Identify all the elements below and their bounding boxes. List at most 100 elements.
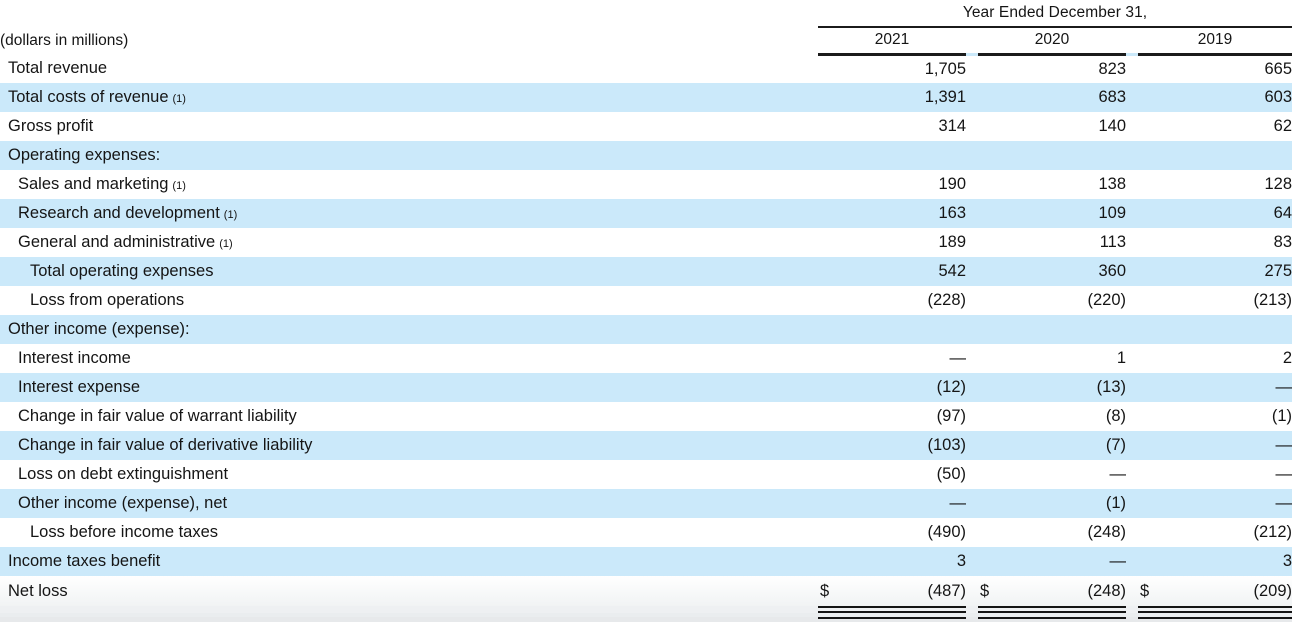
currency-symbol: $ xyxy=(820,581,830,600)
table-row-total-costs-of-revenue: Total costs of revenue (1) 1,391 683 603 xyxy=(0,83,1292,112)
row-label: Sales and marketing (1) xyxy=(18,175,186,193)
value-2019: 603 xyxy=(1264,88,1292,106)
table-row-change-fair-value-warrant-liability: Change in fair value of warrant liabilit… xyxy=(0,402,1292,431)
value-2021: 1,391 xyxy=(924,88,966,106)
column-gap xyxy=(966,27,978,56)
year-header-row: (dollars in millions) 2021 2020 2019 xyxy=(0,27,1292,56)
value-2019: (213) xyxy=(1253,291,1292,309)
value-2020: (7) xyxy=(1105,436,1126,454)
row-label: Income taxes benefit xyxy=(8,552,161,570)
value-2020: 1 xyxy=(1116,349,1126,367)
currency-symbol: $ xyxy=(1140,581,1150,600)
value-2021: (12) xyxy=(936,378,966,396)
table-row-general-and-administrative: General and administrative (1) 189 113 83 xyxy=(0,228,1292,257)
value-2020: (1) xyxy=(1105,494,1126,512)
value-2020: (8) xyxy=(1105,407,1126,425)
double-rule xyxy=(818,606,966,613)
value-2021: 190 xyxy=(938,175,966,193)
value-2020: 113 xyxy=(1099,233,1126,251)
value-2020: 823 xyxy=(1098,59,1126,78)
table-row-total-revenue: Total revenue 1,705 823 665 xyxy=(0,54,1292,83)
value-2021: (490) xyxy=(927,523,966,541)
currency-symbol: $ xyxy=(980,581,990,600)
rule-gap-row xyxy=(0,613,1292,617)
row-label: Change in fair value of warrant liabilit… xyxy=(18,407,297,425)
value-2021: (50) xyxy=(936,465,966,483)
value-2019: (212) xyxy=(1253,523,1292,541)
double-rule xyxy=(818,617,966,622)
row-label: Loss on debt extinguishment xyxy=(18,465,229,483)
row-label: Loss before income taxes xyxy=(30,523,219,541)
value-2021: (103) xyxy=(927,436,966,454)
value-2021: 3 xyxy=(956,552,966,570)
footnote-marker: (1) xyxy=(219,238,233,250)
table-row-research-and-development: Research and development (1) 163 109 64 xyxy=(0,199,1292,228)
value-2019: 2 xyxy=(1282,349,1292,367)
value-2019: $ (209) xyxy=(1138,576,1292,606)
value-2021: (228) xyxy=(927,291,966,309)
value-2021: 314 xyxy=(938,117,966,135)
table-row-loss-from-operations: Loss from operations (228) (220) (213) xyxy=(0,286,1292,315)
row-label: Change in fair value of derivative liabi… xyxy=(18,436,313,454)
value-2021: — xyxy=(949,494,967,512)
year-column-header-2021: 2021 xyxy=(818,27,966,56)
table-row-other-income-expense-heading: Other income (expense): xyxy=(0,315,1292,344)
value-2019: 665 xyxy=(1264,59,1292,78)
table-row-income-taxes-benefit: Income taxes benefit 3 — 3 xyxy=(0,547,1292,576)
value-2019: 62 xyxy=(1273,117,1292,135)
double-rule xyxy=(1138,606,1292,613)
row-label: Net loss xyxy=(0,576,818,606)
double-rule xyxy=(1138,617,1292,622)
row-label: Total costs of revenue (1) xyxy=(8,88,186,106)
units-label: (dollars in millions) xyxy=(0,31,129,49)
spacer-cell xyxy=(0,0,818,27)
value-2019: — xyxy=(1275,436,1292,454)
value-2019: 64 xyxy=(1273,204,1292,222)
value-2019: — xyxy=(1275,378,1292,396)
value-2021: (97) xyxy=(936,407,966,425)
value-2020: 140 xyxy=(1098,117,1126,135)
row-label: Loss from operations xyxy=(30,291,185,309)
value-2021: $ (487) xyxy=(818,576,966,606)
row-label: Interest income xyxy=(18,349,131,367)
table-row-sales-and-marketing: Sales and marketing (1) 190 138 128 xyxy=(0,170,1292,199)
total-underline-row xyxy=(0,606,1292,613)
value-2019: — xyxy=(1275,494,1292,512)
value-2020: 109 xyxy=(1098,204,1126,222)
value-2020: (13) xyxy=(1096,378,1126,396)
value-2019: — xyxy=(1275,465,1292,483)
value-2021: 1,705 xyxy=(924,59,966,78)
footnote-marker: (1) xyxy=(172,180,186,192)
table-row-interest-expense: Interest expense (12) (13) — xyxy=(0,373,1292,402)
footnote-marker: (1) xyxy=(172,93,186,105)
column-gap xyxy=(1126,27,1138,56)
value-2019: (1) xyxy=(1271,407,1292,425)
value-2020: — xyxy=(1109,552,1127,570)
period-header-row: Year Ended December 31, xyxy=(0,0,1292,28)
row-label: Total operating expenses xyxy=(30,262,214,280)
value-2020: (220) xyxy=(1087,291,1126,309)
value-2020: (248) xyxy=(1087,523,1126,541)
double-rule xyxy=(978,606,1126,613)
table-row-loss-on-debt-extinguishment: Loss on debt extinguishment (50) — — xyxy=(0,460,1292,489)
year-column-header-2019: 2019 xyxy=(1138,27,1292,56)
row-label: Total revenue xyxy=(8,59,108,77)
row-label: Other income (expense), net xyxy=(18,494,228,512)
value-2019: 3 xyxy=(1282,552,1292,570)
row-label: Operating expenses: xyxy=(8,146,161,164)
period-header: Year Ended December 31, xyxy=(818,0,1292,28)
value-2021: 189 xyxy=(938,233,966,251)
table-row-operating-expenses-heading: Operating expenses: xyxy=(0,141,1292,170)
table-row-gross-profit: Gross profit 314 140 62 xyxy=(0,112,1292,141)
table-row-total-operating-expenses: Total operating expenses 542 360 275 xyxy=(0,257,1292,286)
value-2019: 275 xyxy=(1264,262,1292,280)
bottom-underline-row xyxy=(0,617,1292,622)
value-2021: 163 xyxy=(938,204,966,222)
value-2020: 360 xyxy=(1098,262,1126,280)
table-row-change-fair-value-derivative-liability: Change in fair value of derivative liabi… xyxy=(0,431,1292,460)
row-label: Other income (expense): xyxy=(8,320,190,338)
value-2020: $ (248) xyxy=(978,576,1126,606)
table-row-interest-income: Interest income — 1 2 xyxy=(0,344,1292,373)
